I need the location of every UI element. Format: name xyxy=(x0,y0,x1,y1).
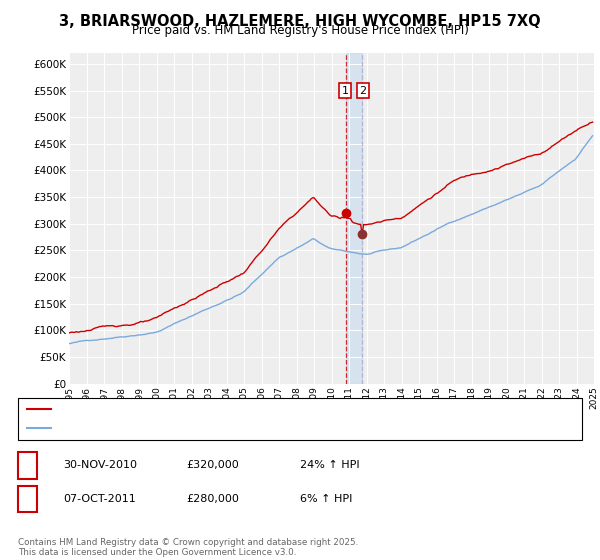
Text: £280,000: £280,000 xyxy=(186,494,239,504)
Text: Contains HM Land Registry data © Crown copyright and database right 2025.
This d: Contains HM Land Registry data © Crown c… xyxy=(18,538,358,557)
Text: 30-NOV-2010: 30-NOV-2010 xyxy=(63,460,137,470)
Text: 3, BRIARSWOOD, HAZLEMERE, HIGH WYCOMBE, HP15 7XQ (semi-detached house): 3, BRIARSWOOD, HAZLEMERE, HIGH WYCOMBE, … xyxy=(57,404,469,414)
Text: 2: 2 xyxy=(24,492,31,506)
Text: 24% ↑ HPI: 24% ↑ HPI xyxy=(300,460,359,470)
Text: 6% ↑ HPI: 6% ↑ HPI xyxy=(300,494,352,504)
Text: 07-OCT-2011: 07-OCT-2011 xyxy=(63,494,136,504)
Text: HPI: Average price, semi-detached house, Buckinghamshire: HPI: Average price, semi-detached house,… xyxy=(57,423,356,433)
Text: 2: 2 xyxy=(359,86,367,96)
Text: 3, BRIARSWOOD, HAZLEMERE, HIGH WYCOMBE, HP15 7XQ: 3, BRIARSWOOD, HAZLEMERE, HIGH WYCOMBE, … xyxy=(59,14,541,29)
Text: Price paid vs. HM Land Registry's House Price Index (HPI): Price paid vs. HM Land Registry's House … xyxy=(131,24,469,37)
Text: 1: 1 xyxy=(24,459,31,472)
Bar xyxy=(346,53,362,384)
Text: 1: 1 xyxy=(342,86,349,96)
Text: £320,000: £320,000 xyxy=(186,460,239,470)
